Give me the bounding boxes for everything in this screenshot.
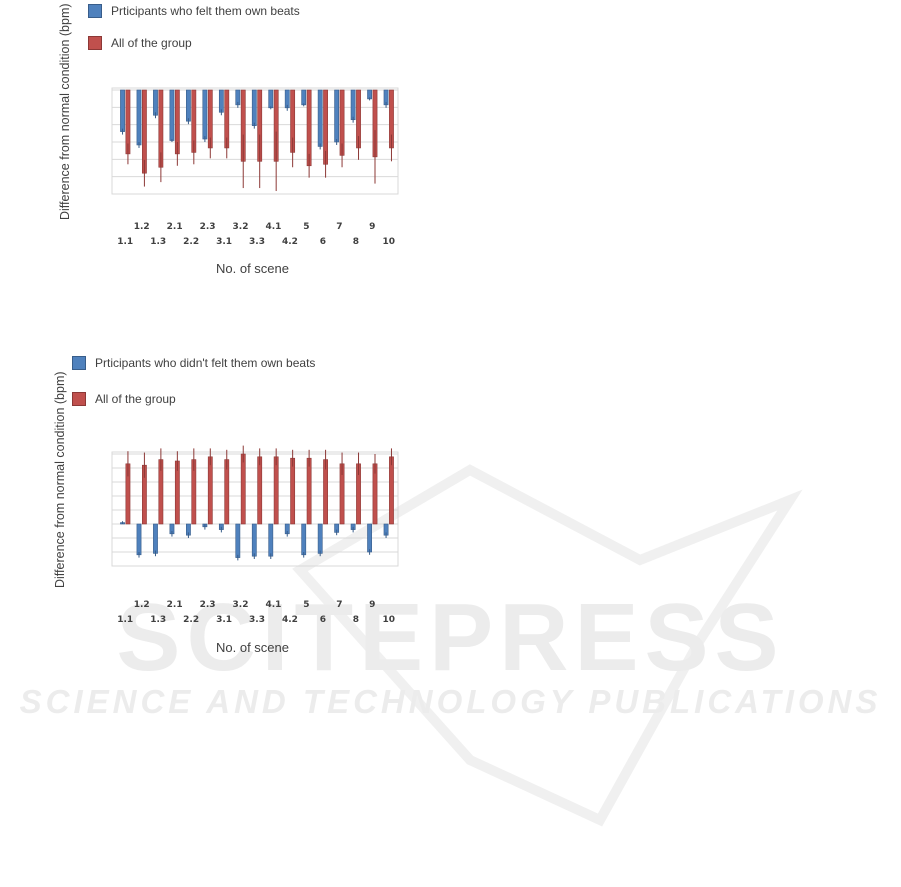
x-tick-label: 2.1 xyxy=(167,600,183,610)
bar-red xyxy=(273,456,279,525)
bar-blue xyxy=(251,523,257,557)
chart1-x-axis-title: No. of scene xyxy=(216,261,289,276)
legend-swatch-blue xyxy=(72,356,86,370)
watermark-text-large: SCITEPRESS xyxy=(116,584,785,691)
x-tick-label: 2.2 xyxy=(183,237,199,247)
x-tick-label: 5 xyxy=(303,600,309,610)
bar-blue xyxy=(268,89,274,109)
bar-blue xyxy=(202,89,208,140)
bar-blue xyxy=(301,89,307,106)
x-tick-label: 3.2 xyxy=(233,600,249,610)
x-tick-label: 7 xyxy=(336,222,342,232)
x-tick-label: 3.1 xyxy=(216,615,232,625)
legend-swatch-red xyxy=(72,392,86,406)
bar-blue xyxy=(367,523,372,553)
x-tick-label: 1.2 xyxy=(134,600,150,610)
bar-blue xyxy=(235,523,241,558)
bar-blue xyxy=(317,89,323,147)
chart1-plot: 1.2 2.1 2.3 3.2 4.1 5 7 9 1.1 1.3 2.2 3.1 3.3 4.2 6 8 10 xyxy=(111,87,399,247)
chart1-y-axis-title: Difference from normal condition (bpm) xyxy=(58,3,72,220)
legend-label: All of the group xyxy=(111,36,192,50)
chart2-x-axis-title: No. of scene xyxy=(216,640,289,655)
bar-blue xyxy=(251,89,257,126)
x-tick-label: 8 xyxy=(353,615,359,625)
x-tick-label: 5 xyxy=(303,222,309,232)
x-tick-label: 7 xyxy=(336,600,342,610)
bar-blue xyxy=(153,89,158,116)
x-tick-label: 1.3 xyxy=(150,237,166,247)
x-tick-label: 1.1 xyxy=(117,237,133,247)
bar-blue xyxy=(169,89,175,141)
bar-blue xyxy=(120,89,125,132)
bar-blue xyxy=(136,89,142,146)
bar-blue xyxy=(334,89,340,143)
x-tick-label: 2.3 xyxy=(200,222,216,232)
x-tick-label: 1.1 xyxy=(117,615,133,625)
x-tick-label: 10 xyxy=(382,615,395,625)
x-tick-label: 3.2 xyxy=(233,222,249,232)
bar-red xyxy=(389,456,394,525)
bar-blue xyxy=(350,89,356,121)
bar-blue xyxy=(301,523,307,556)
x-tick-label: 4.2 xyxy=(282,237,298,247)
legend-swatch-red xyxy=(88,36,102,50)
bar-red xyxy=(306,457,312,525)
bar-red xyxy=(207,456,213,525)
bar-red xyxy=(257,456,263,525)
x-tick-label: 9 xyxy=(369,600,375,610)
bar-blue xyxy=(218,89,224,113)
x-tick-label: 10 xyxy=(382,237,395,247)
x-tick-label: 3.1 xyxy=(216,237,232,247)
x-tick-label: 6 xyxy=(320,615,326,625)
x-tick-label: 4.1 xyxy=(265,222,281,232)
x-tick-label: 6 xyxy=(320,237,326,247)
x-tick-label: 9 xyxy=(369,222,375,232)
x-tick-label: 4.1 xyxy=(265,600,281,610)
chart1-legend-series1: Prticipants who felt them own beats xyxy=(88,4,300,18)
bar-blue xyxy=(317,523,323,554)
bar-red xyxy=(290,457,296,525)
bar-blue xyxy=(136,523,142,556)
legend-label: All of the group xyxy=(95,392,176,406)
x-tick-label: 1.2 xyxy=(134,222,150,232)
x-tick-label: 3.3 xyxy=(249,237,265,247)
x-tick-label: 2.3 xyxy=(200,600,216,610)
bar-blue xyxy=(186,89,191,122)
legend-swatch-blue xyxy=(88,4,102,18)
x-tick-label: 1.3 xyxy=(150,615,166,625)
x-tick-label: 4.2 xyxy=(282,615,298,625)
bar-red xyxy=(240,453,246,525)
legend-label: Prticipants who didn't felt them own bea… xyxy=(95,356,316,370)
x-tick-label: 2.1 xyxy=(167,222,183,232)
chart1-legend-series2: All of the group xyxy=(88,36,192,50)
chart2-y-axis-title: Difference from normal condition (bpm) xyxy=(53,371,67,588)
chart2-legend-series1: Prticipants who didn't felt them own bea… xyxy=(72,356,315,370)
chart2-plot: 1.2 2.1 2.3 3.2 4.1 5 7 9 1.1 1.3 2.2 3.1 3.3 4.2 6 8 10 xyxy=(111,445,399,625)
x-tick-label: 3.3 xyxy=(249,615,265,625)
legend-label: Prticipants who felt them own beats xyxy=(111,4,300,18)
x-tick-label: 2.2 xyxy=(183,615,199,625)
bar-blue xyxy=(268,523,274,557)
bar-blue xyxy=(153,523,158,554)
watermark-text-small: SCIENCE AND TECHNOLOGY PUBLICATIONS xyxy=(19,683,882,720)
x-tick-label: 8 xyxy=(353,237,359,247)
chart2-legend-series2: All of the group xyxy=(72,392,176,406)
